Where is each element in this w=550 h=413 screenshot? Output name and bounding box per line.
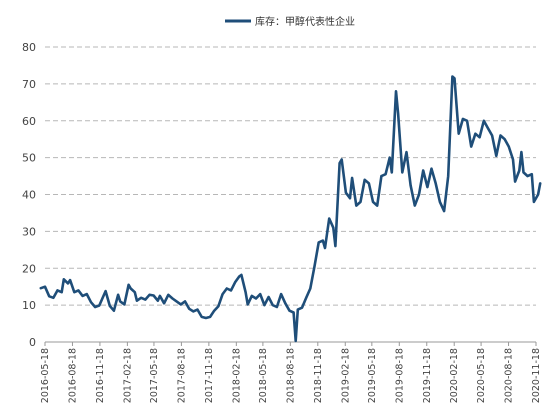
x-tick-label: 2019-02-18 [340,348,351,403]
legend: 库存：甲醇代表性企业 [225,15,355,28]
x-tick-label: 2020-05-18 [476,348,487,403]
y-tick-label: 70 [22,78,36,91]
x-tick-label: 2018-08-18 [285,348,296,403]
x-tick-label: 2016-05-18 [40,348,51,403]
y-tick-label: 60 [22,115,36,128]
x-tick-label: 2018-11-18 [313,348,324,403]
x-tick-label: 2016-08-18 [67,348,78,403]
series-layer [39,75,542,343]
y-tick-label: 30 [22,225,36,238]
x-tick-label: 2017-11-18 [204,348,215,403]
y-tick-label: 80 [22,41,36,54]
x-tick-label: 2020-02-18 [449,348,460,403]
y-axis-ticks: 0 10 20 30 40 50 60 70 80 [22,41,36,349]
x-tick-label: 2018-05-18 [258,348,269,403]
y-tick-label: 50 [22,152,36,165]
y-tick-label: 40 [22,189,36,202]
legend-label: 库存：甲醇代表性企业 [255,15,355,28]
gridlines [45,46,536,306]
x-tick-label: 2019-05-18 [367,348,378,403]
x-tick-label: 2020-08-18 [504,348,515,403]
x-tick-label: 2017-02-18 [122,348,133,403]
x-tick-label: 2018-02-18 [231,348,242,403]
y-tick-label: 0 [29,336,36,349]
x-axis-ticks: 2016-05-18 2016-08-18 2016-11-18 2017-02-18… [40,342,542,403]
x-tick-label: 2020-11-18 [531,348,542,403]
x-tick-label: 2019-11-18 [422,348,433,403]
y-tick-label: 20 [22,262,36,275]
y-tick-label: 10 [22,299,36,312]
series-line [39,75,542,343]
x-tick-label: 2016-11-18 [95,348,106,403]
x-tick-label: 2019-08-18 [394,348,405,403]
x-tick-label: 2017-08-18 [176,348,187,403]
x-tick-label: 2017-05-18 [149,348,160,403]
